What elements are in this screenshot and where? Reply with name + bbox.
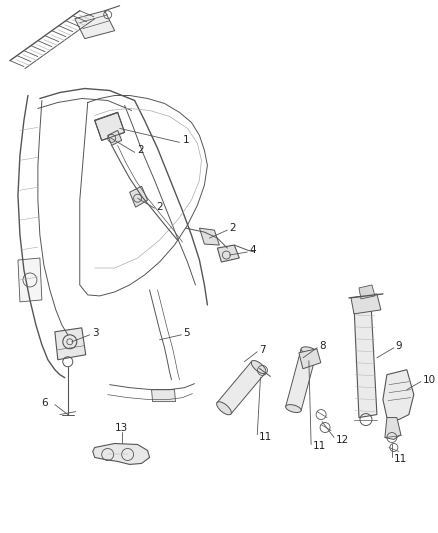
Polygon shape — [354, 302, 377, 417]
Polygon shape — [217, 361, 266, 415]
Polygon shape — [95, 112, 125, 140]
Polygon shape — [199, 228, 219, 245]
Polygon shape — [152, 390, 176, 401]
Text: 13: 13 — [115, 423, 128, 433]
Polygon shape — [93, 443, 149, 464]
Text: 6: 6 — [41, 398, 48, 408]
Polygon shape — [108, 131, 122, 146]
Text: 4: 4 — [249, 245, 256, 255]
Polygon shape — [75, 11, 115, 39]
Ellipse shape — [301, 347, 317, 355]
Text: 7: 7 — [259, 345, 266, 355]
Polygon shape — [18, 258, 42, 302]
Polygon shape — [299, 349, 321, 369]
Text: 5: 5 — [184, 328, 190, 338]
Text: 3: 3 — [92, 328, 99, 338]
Text: 8: 8 — [319, 341, 326, 351]
Text: 9: 9 — [396, 341, 403, 351]
Text: 12: 12 — [336, 434, 349, 445]
Text: 11: 11 — [394, 455, 407, 464]
Ellipse shape — [217, 402, 231, 415]
Polygon shape — [351, 294, 381, 314]
Polygon shape — [55, 328, 86, 360]
Polygon shape — [383, 370, 414, 419]
Text: 1: 1 — [183, 135, 189, 146]
Polygon shape — [385, 417, 401, 440]
Text: 2: 2 — [230, 223, 236, 233]
Polygon shape — [359, 285, 375, 299]
Text: 10: 10 — [423, 375, 436, 385]
Text: 2: 2 — [156, 202, 163, 212]
Ellipse shape — [251, 360, 266, 374]
Text: 2: 2 — [138, 146, 144, 155]
Polygon shape — [217, 245, 239, 262]
Polygon shape — [286, 349, 317, 410]
Ellipse shape — [286, 405, 301, 413]
Text: 11: 11 — [313, 441, 326, 451]
Text: 11: 11 — [259, 432, 272, 441]
Polygon shape — [130, 186, 148, 207]
